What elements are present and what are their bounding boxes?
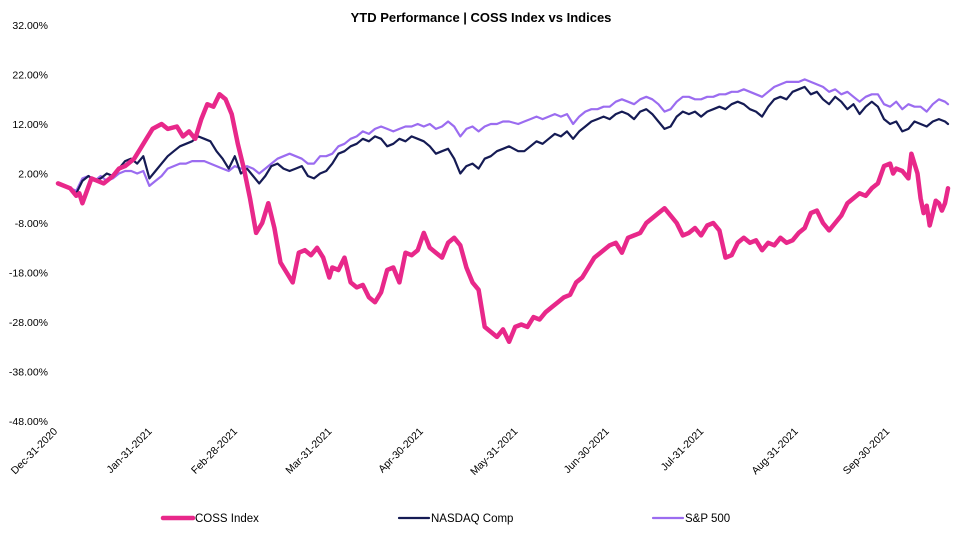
y-tick-label: 32.00% (12, 20, 48, 32)
series-line-s-p-500 (56, 78, 950, 192)
x-tick-label: Aug-31-2021 (749, 426, 801, 478)
series-line-nasdaq-comp (56, 85, 950, 195)
x-tick-label: May-31-2021 (468, 426, 520, 478)
series-line-coss-index (55, 92, 951, 345)
y-tick-label: -8.00% (15, 218, 48, 230)
y-axis-ticks: 32.00% 22.00% 12.00% 2.00% -8.00% -18.00% -28.… (9, 20, 48, 428)
series-lines (55, 78, 951, 345)
y-tick-label: 2.00% (18, 169, 48, 181)
x-tick-label: Jun-30-2021 (562, 426, 612, 476)
legend-label: S&P 500 (685, 513, 730, 525)
x-tick-label: Jan-31-2021 (104, 426, 154, 476)
legend-label: COSS Index (195, 513, 259, 525)
chart-title: YTD Performance | COSS Index vs Indices (351, 10, 612, 25)
legend-label: NASDAQ Comp (431, 513, 513, 525)
y-tick-label: -48.00% (9, 416, 48, 428)
x-axis-ticks: Dec-31-2020 Jan-31-2021 Feb-28-2021 Mar-31-… (9, 426, 893, 478)
y-tick-label: 22.00% (12, 70, 48, 82)
x-tick-label: Feb-28-2021 (189, 426, 240, 477)
x-tick-label: Dec-31-2020 (9, 426, 61, 478)
x-tick-label: Apr-30-2021 (376, 426, 426, 476)
x-tick-label: Mar-31-2021 (283, 426, 334, 477)
y-tick-label: 12.00% (12, 119, 48, 131)
chart-legend: COSS Index NASDAQ Comp S&P 500 (160, 513, 730, 525)
y-tick-label: -28.00% (9, 317, 48, 329)
x-tick-label: Jul-31-2021 (659, 426, 707, 474)
y-tick-label: -38.00% (9, 367, 48, 379)
x-tick-label: Sep-30-2021 (841, 426, 893, 478)
y-tick-label: -18.00% (9, 268, 48, 280)
